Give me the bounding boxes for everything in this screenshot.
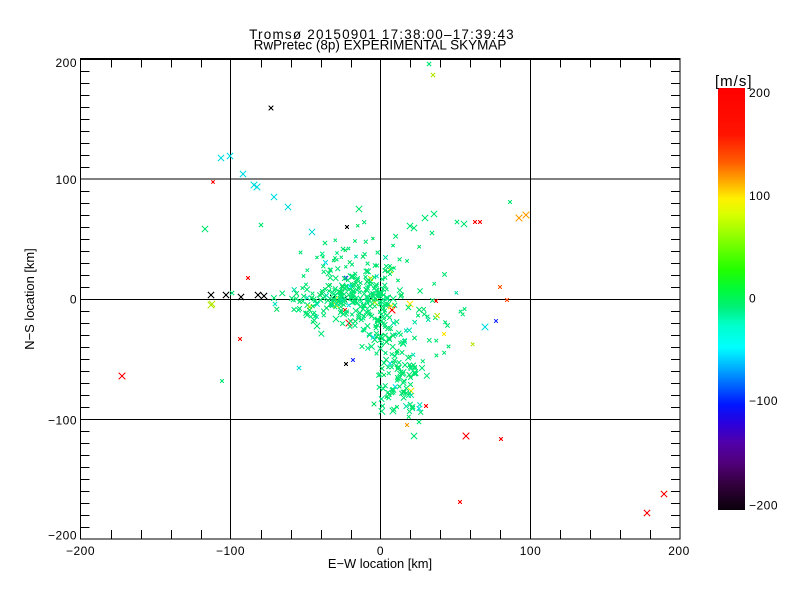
svg-text:Tromsø 20150901 17:38:00–17:39: Tromsø 20150901 17:38:00–17:39:43: [249, 27, 515, 42]
svg-text:200: 200: [668, 544, 690, 558]
svg-text:200: 200: [749, 86, 771, 100]
svg-text:100: 100: [55, 173, 77, 187]
svg-text:100: 100: [749, 189, 771, 203]
svg-text:−100: −100: [216, 544, 245, 558]
svg-text:RwPretec (8p) EXPERIMENTAL SKY: RwPretec (8p) EXPERIMENTAL SKYMAP: [254, 38, 507, 53]
svg-text:−100: −100: [749, 394, 778, 408]
svg-text:0: 0: [70, 293, 77, 307]
svg-text:200: 200: [55, 56, 77, 70]
svg-text:0: 0: [749, 292, 756, 306]
svg-text:−200: −200: [48, 529, 77, 543]
svg-text:N−S location [km]: N−S location [km]: [22, 248, 37, 349]
svg-text:−100: −100: [48, 414, 77, 428]
svg-text:100: 100: [520, 544, 542, 558]
svg-text:0: 0: [377, 544, 384, 558]
svg-text:−200: −200: [66, 544, 95, 558]
svg-text:[m/s]: [m/s]: [715, 73, 753, 90]
svg-text:−200: −200: [749, 499, 778, 513]
svg-text:E−W location [km]: E−W location [km]: [328, 556, 432, 571]
